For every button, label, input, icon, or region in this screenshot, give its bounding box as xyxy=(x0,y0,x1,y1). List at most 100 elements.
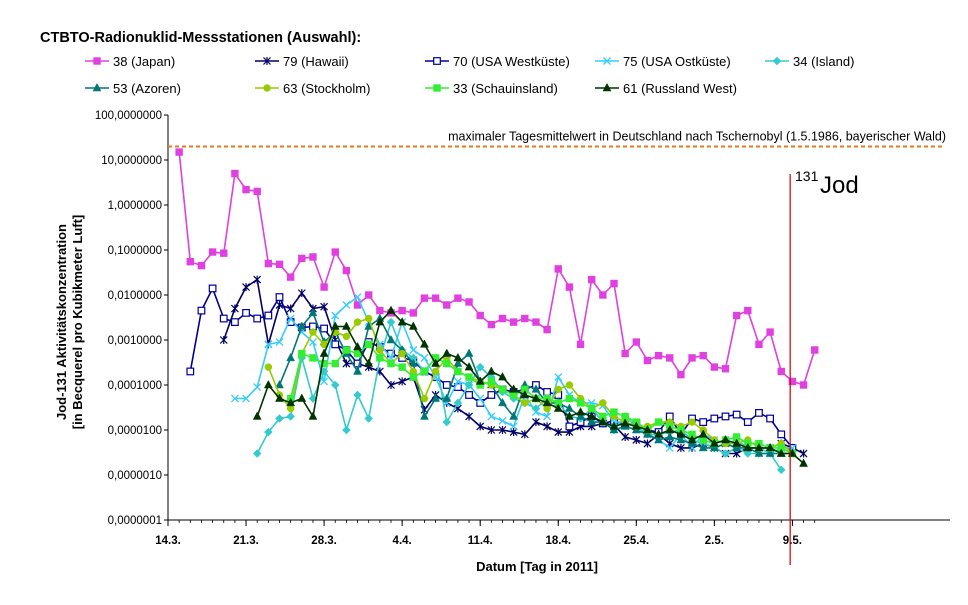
data-point xyxy=(443,359,451,368)
data-point xyxy=(298,349,306,358)
data-point xyxy=(532,418,540,427)
data-point xyxy=(420,294,429,302)
data-point xyxy=(431,367,440,376)
legend-item: 34 (Island) xyxy=(765,54,854,69)
data-point xyxy=(688,418,696,426)
x-tick-label: 25.4. xyxy=(624,535,650,547)
data-point xyxy=(777,430,786,439)
data-point xyxy=(776,448,786,457)
y-tick-label: 10,0000000 xyxy=(101,155,162,167)
x-tick-label: 14.3. xyxy=(155,535,181,547)
data-point xyxy=(297,289,306,298)
data-point xyxy=(676,443,685,452)
data-point xyxy=(297,393,307,402)
series-0 xyxy=(175,148,819,389)
data-point xyxy=(230,394,239,403)
data-point xyxy=(398,377,407,386)
legend-marker xyxy=(433,57,441,65)
data-point xyxy=(765,442,775,452)
data-point xyxy=(252,411,262,420)
y-tick-label: 0,0001000 xyxy=(108,380,162,392)
data-point xyxy=(776,465,786,475)
data-point xyxy=(442,348,452,357)
data-point xyxy=(721,434,730,444)
data-point xyxy=(263,427,273,437)
data-point xyxy=(364,291,373,299)
data-point xyxy=(420,394,429,403)
data-point xyxy=(219,336,228,344)
data-point xyxy=(353,390,362,400)
legend-label: 33 (Schauinsland) xyxy=(453,81,558,96)
data-point xyxy=(554,385,562,394)
series-1 xyxy=(219,275,808,458)
data-point xyxy=(197,306,206,315)
data-point xyxy=(576,411,585,420)
data-point xyxy=(587,411,597,420)
data-point xyxy=(698,442,708,452)
data-point xyxy=(409,309,417,317)
data-point xyxy=(643,439,652,448)
data-point xyxy=(754,442,764,452)
data-point xyxy=(175,148,183,156)
data-point xyxy=(353,318,362,326)
data-point xyxy=(253,187,261,196)
legend-marker xyxy=(772,56,782,66)
data-point xyxy=(453,352,463,362)
data-point xyxy=(242,283,250,292)
data-point xyxy=(732,438,742,447)
data-point xyxy=(687,434,697,444)
data-point xyxy=(331,311,340,320)
data-point xyxy=(531,384,541,393)
data-point xyxy=(588,404,596,413)
legend-item: 79 (Hawaii) xyxy=(255,54,349,69)
data-point xyxy=(699,418,708,426)
data-point xyxy=(475,376,485,385)
marker-line-group: 131 Jod xyxy=(789,168,859,565)
data-point xyxy=(698,429,708,438)
data-point xyxy=(342,359,351,368)
data-point xyxy=(275,414,284,423)
data-point xyxy=(699,436,707,444)
legend-marker xyxy=(602,82,612,92)
y-tick-label: 0,0000010 xyxy=(108,470,162,482)
data-point xyxy=(465,412,473,421)
data-point xyxy=(755,340,763,349)
data-point xyxy=(308,411,318,420)
data-point xyxy=(498,416,507,425)
data-point xyxy=(509,318,518,326)
data-point xyxy=(376,306,384,315)
data-point xyxy=(353,341,362,351)
data-point xyxy=(553,403,563,412)
y-tick-label: 1,0000000 xyxy=(108,200,162,212)
data-point xyxy=(498,426,507,434)
legend-item: 63 (Stockholm) xyxy=(255,81,370,96)
data-point xyxy=(208,248,217,256)
data-point xyxy=(342,301,351,309)
data-point xyxy=(721,449,730,458)
data-point xyxy=(286,412,296,421)
data-point xyxy=(219,314,228,323)
legend-marker xyxy=(263,57,271,65)
data-point xyxy=(264,259,273,268)
data-point xyxy=(442,393,452,402)
data-point xyxy=(710,414,719,423)
data-point xyxy=(319,348,329,357)
data-point xyxy=(509,391,518,399)
data-point xyxy=(799,381,808,389)
legend-label: 34 (Island) xyxy=(793,54,854,69)
data-point xyxy=(487,377,496,386)
data-point xyxy=(665,424,675,434)
data-point xyxy=(721,365,730,373)
data-point xyxy=(620,418,630,427)
reference-line-label: maximaler Tagesmittelwert in Deutschland… xyxy=(448,129,946,143)
data-point xyxy=(331,359,339,368)
data-point xyxy=(397,317,407,326)
data-point xyxy=(364,414,374,423)
data-point xyxy=(253,275,262,284)
legend-marker xyxy=(93,57,101,65)
data-point xyxy=(453,377,462,386)
data-point xyxy=(330,380,340,390)
data-point xyxy=(342,346,351,354)
data-point xyxy=(543,412,552,421)
legend-item: 61 (Russland West) xyxy=(595,81,737,96)
